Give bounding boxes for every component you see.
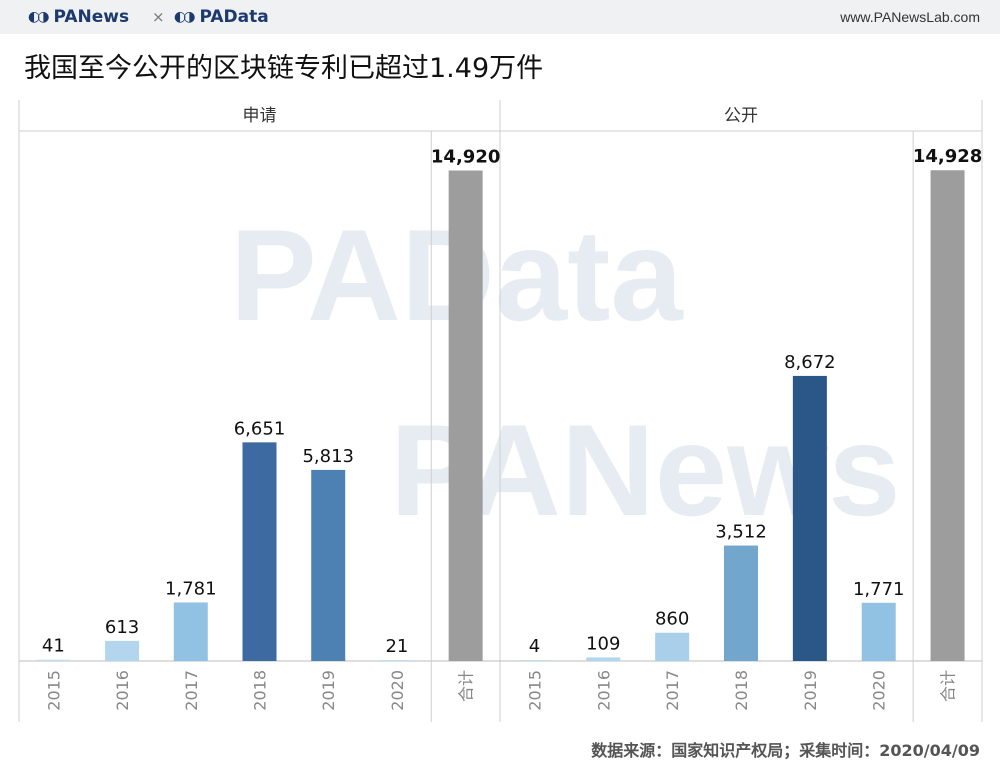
x-tick-label: 2015: [525, 670, 544, 711]
header-bar: ◐◑ PANews × ◐◑ PAData www.PANewsLab.com: [0, 0, 1000, 34]
site-url[interactable]: www.PANewsLab.com: [840, 9, 980, 25]
padata-logo-icon: ◐◑: [174, 9, 196, 25]
panel-title: 公开: [724, 106, 758, 126]
x-tick-label: 2018: [251, 670, 270, 711]
bar: [517, 660, 552, 661]
x-tick-label: 合计: [457, 670, 476, 702]
padata-logo: ◐◑ PAData: [174, 7, 269, 27]
data-label: 41: [42, 636, 65, 657]
bar: [724, 545, 758, 661]
panel-title: 申请: [243, 106, 277, 126]
x-tick-label: 2018: [732, 670, 751, 711]
panews-logo-text: PANews: [53, 7, 130, 27]
data-label: 1,781: [165, 578, 217, 599]
panews-logo: ◐◑ PANews: [28, 7, 129, 27]
x-tick-label: 2020: [870, 670, 889, 711]
data-label: 14,920: [431, 147, 500, 168]
bar: [242, 442, 277, 661]
data-label: 613: [105, 617, 139, 638]
bar: [36, 659, 71, 661]
data-label: 860: [655, 609, 689, 630]
x-tick-label: 2016: [113, 670, 132, 711]
page-title: 我国至今公开的区块链专利已超过1.49万件: [24, 53, 544, 84]
data-label: 3,512: [715, 522, 767, 543]
bar: [792, 375, 827, 661]
x-tick-label: 2019: [319, 670, 338, 711]
x-tick-label: 合计: [939, 670, 958, 702]
logo-separator: ×: [152, 8, 165, 26]
bar: [930, 170, 965, 661]
bar: [861, 602, 896, 661]
data-label: 8,672: [784, 352, 836, 373]
bar: [586, 657, 621, 661]
x-tick-label: 2019: [801, 670, 820, 711]
x-tick-label: 2015: [44, 670, 63, 711]
x-tick-label: 2017: [182, 670, 201, 711]
data-label: 1,771: [853, 579, 905, 600]
data-label: 109: [586, 633, 620, 654]
bar: [655, 632, 690, 661]
data-label: 6,651: [234, 418, 286, 439]
bar: [379, 660, 414, 661]
data-source-note: 数据来源：国家知识产权局；采集时间：2020/04/09: [591, 741, 980, 760]
padata-logo-text: PAData: [199, 7, 269, 27]
data-label: 14,928: [913, 146, 982, 167]
data-label: 4: [529, 636, 540, 657]
bar: [448, 170, 483, 661]
bar: [311, 469, 346, 661]
x-tick-label: 2017: [663, 670, 682, 711]
bar: [173, 602, 208, 661]
panews-logo-icon: ◐◑: [28, 9, 50, 25]
bar: [105, 640, 140, 661]
x-tick-label: 2020: [388, 670, 407, 711]
x-tick-label: 2016: [594, 670, 613, 711]
data-label: 5,813: [302, 446, 354, 467]
data-label: 21: [385, 636, 408, 657]
